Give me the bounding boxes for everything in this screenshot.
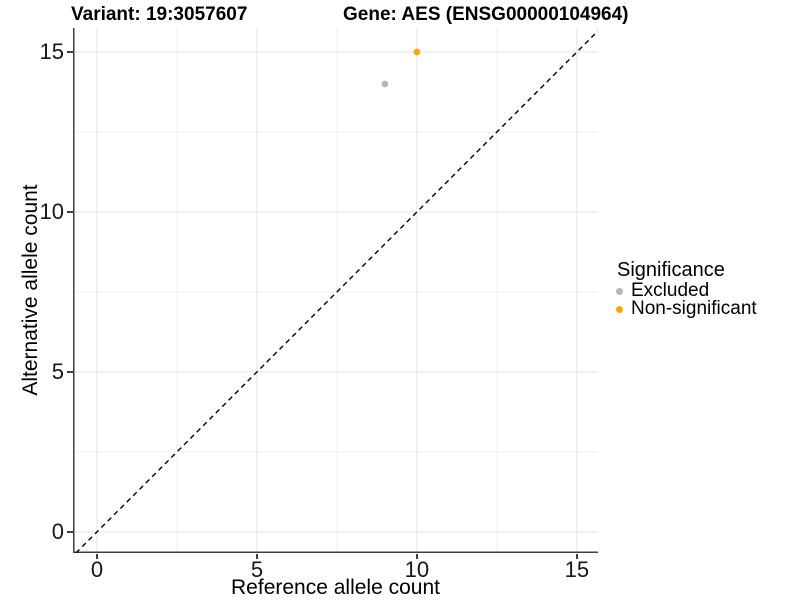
identity-line: [75, 30, 598, 553]
y-tick-label: 0: [51, 518, 64, 544]
legend-label: Non-significant: [631, 298, 757, 319]
plot-title-variant: Variant: 19:3057607: [71, 4, 248, 25]
legend: Significance Excluded Non-significant: [616, 259, 757, 319]
plot-panel: [73, 28, 598, 553]
legend-item-non-significant: Non-significant: [616, 298, 757, 319]
y-tick-mark: [67, 211, 73, 213]
x-tick-mark: [96, 554, 98, 559]
y-tick-label: 5: [51, 358, 64, 384]
x-tick-label: 10: [404, 557, 430, 582]
y-tick-mark: [67, 371, 73, 373]
x-tick-mark: [416, 554, 418, 559]
y-tick-label: 15: [39, 38, 64, 64]
plot-canvas: [73, 28, 598, 553]
x-tick-label: 15: [564, 557, 590, 582]
legend-label: Excluded: [631, 280, 710, 301]
y-tick-mark: [67, 531, 73, 533]
legend-title: Significance: [617, 259, 725, 281]
x-tick-label: 5: [250, 557, 264, 582]
legend-swatch-icon: [616, 287, 623, 295]
legend-swatch-icon: [616, 305, 623, 313]
x-axis-title: Reference allele count: [231, 576, 440, 599]
data-point-excluded: [381, 80, 389, 88]
x-tick-mark: [256, 554, 258, 559]
data-point-non-significant: [413, 48, 421, 56]
y-tick-label: 10: [39, 198, 64, 224]
x-tick-mark: [576, 554, 578, 559]
y-axis-title: Alternative allele count: [19, 184, 42, 396]
y-tick-mark: [67, 51, 73, 53]
legend-items: Excluded Non-significant: [616, 280, 757, 319]
plot-title-gene: Gene: AES (ENSG00000104964): [343, 4, 629, 25]
x-tick-label: 0: [90, 557, 104, 582]
legend-item-excluded: Excluded: [616, 280, 757, 301]
